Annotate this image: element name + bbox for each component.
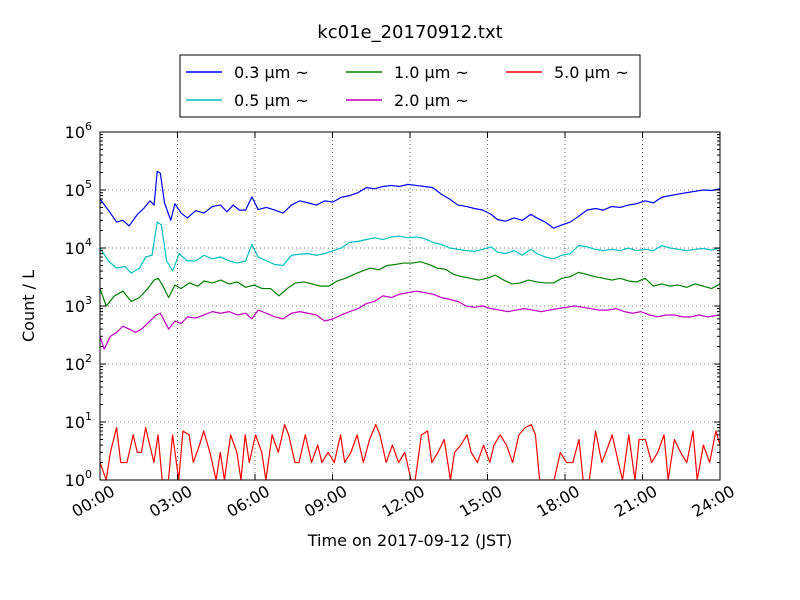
- x-axis-label: Time on 2017-09-12 (JST): [307, 531, 512, 550]
- chart-title: kc01e_20170912.txt: [317, 22, 502, 43]
- x-tick-label: 03:00: [146, 481, 195, 521]
- series-line-5: [100, 424, 720, 480]
- series-line-1: [100, 170, 720, 229]
- x-tick-label: 21:00: [611, 481, 660, 521]
- legend-label: 5.0 μm ~: [554, 63, 629, 82]
- y-tick-label: 102: [65, 352, 92, 374]
- series-lines: [100, 170, 720, 480]
- legend-label: 2.0 μm ~: [394, 91, 469, 110]
- y-tick-label: 105: [65, 178, 92, 200]
- y-tick-label: 104: [65, 236, 92, 258]
- legend-label: 1.0 μm ~: [394, 63, 469, 82]
- x-tick-label: 09:00: [301, 481, 350, 521]
- legend-label: 0.3 μm ~: [234, 63, 309, 82]
- y-tick-label: 100: [65, 468, 92, 490]
- grid-lines: [100, 132, 720, 480]
- series-line-2: [100, 221, 720, 274]
- x-tick-label: 15:00: [456, 481, 505, 521]
- y-tick-label: 101: [65, 410, 92, 432]
- plot-frame: [99, 131, 721, 481]
- y-tick-label: 106: [65, 120, 92, 142]
- y-axis-label: Count / L: [19, 270, 38, 342]
- x-tick-label: 12:00: [379, 481, 428, 521]
- legend-frame: [179, 54, 641, 118]
- legend: 0.3 μm ~ 0.5 μm ~ 1.0 μm ~ 2.0 μm ~ 5.0 μm ~: [179, 54, 641, 118]
- x-tick-label: 24:00: [689, 481, 738, 521]
- x-tick-label: 18:00: [534, 481, 583, 521]
- series-line-3: [100, 261, 720, 307]
- series-line-4: [100, 290, 720, 350]
- legend-label: 0.5 μm ~: [234, 91, 309, 110]
- y-tick-label: 103: [65, 294, 92, 316]
- x-tick-label: 06:00: [224, 481, 273, 521]
